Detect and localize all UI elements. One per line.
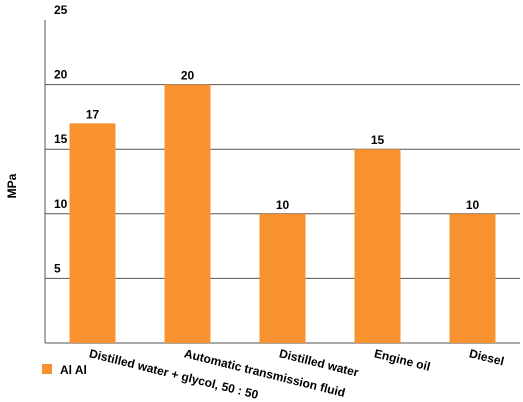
data-label: 10: [276, 198, 290, 212]
bar: [354, 149, 401, 343]
data-label: 15: [371, 133, 385, 147]
x-tick-label: Diesel: [468, 346, 506, 368]
y-tick-label: 15: [54, 132, 68, 146]
y-tick-label: 20: [54, 68, 68, 82]
legend-label: Al Al: [60, 363, 87, 377]
data-label: 10: [466, 198, 480, 212]
bar: [259, 213, 306, 343]
y-tick-label: 10: [54, 197, 68, 211]
bar: [449, 213, 496, 343]
x-tick-label: Automatic transmission fluid: [183, 346, 347, 400]
legend-swatch: [42, 364, 52, 374]
x-tick-label: Engine oil: [373, 346, 432, 373]
x-tick-label: Distilled water + glycol, 50 : 50: [88, 346, 260, 402]
y-tick-label: 25: [54, 3, 68, 17]
y-tick-label: 5: [54, 261, 61, 275]
legend: Al Al: [42, 363, 87, 377]
bar: [69, 123, 116, 343]
data-labels: 17 20 10 15 10: [86, 69, 480, 212]
data-label: 17: [86, 107, 100, 121]
bars: [69, 84, 496, 343]
bar: [164, 84, 211, 343]
y-axis-label: MPa: [5, 173, 19, 198]
data-label: 20: [181, 69, 195, 83]
